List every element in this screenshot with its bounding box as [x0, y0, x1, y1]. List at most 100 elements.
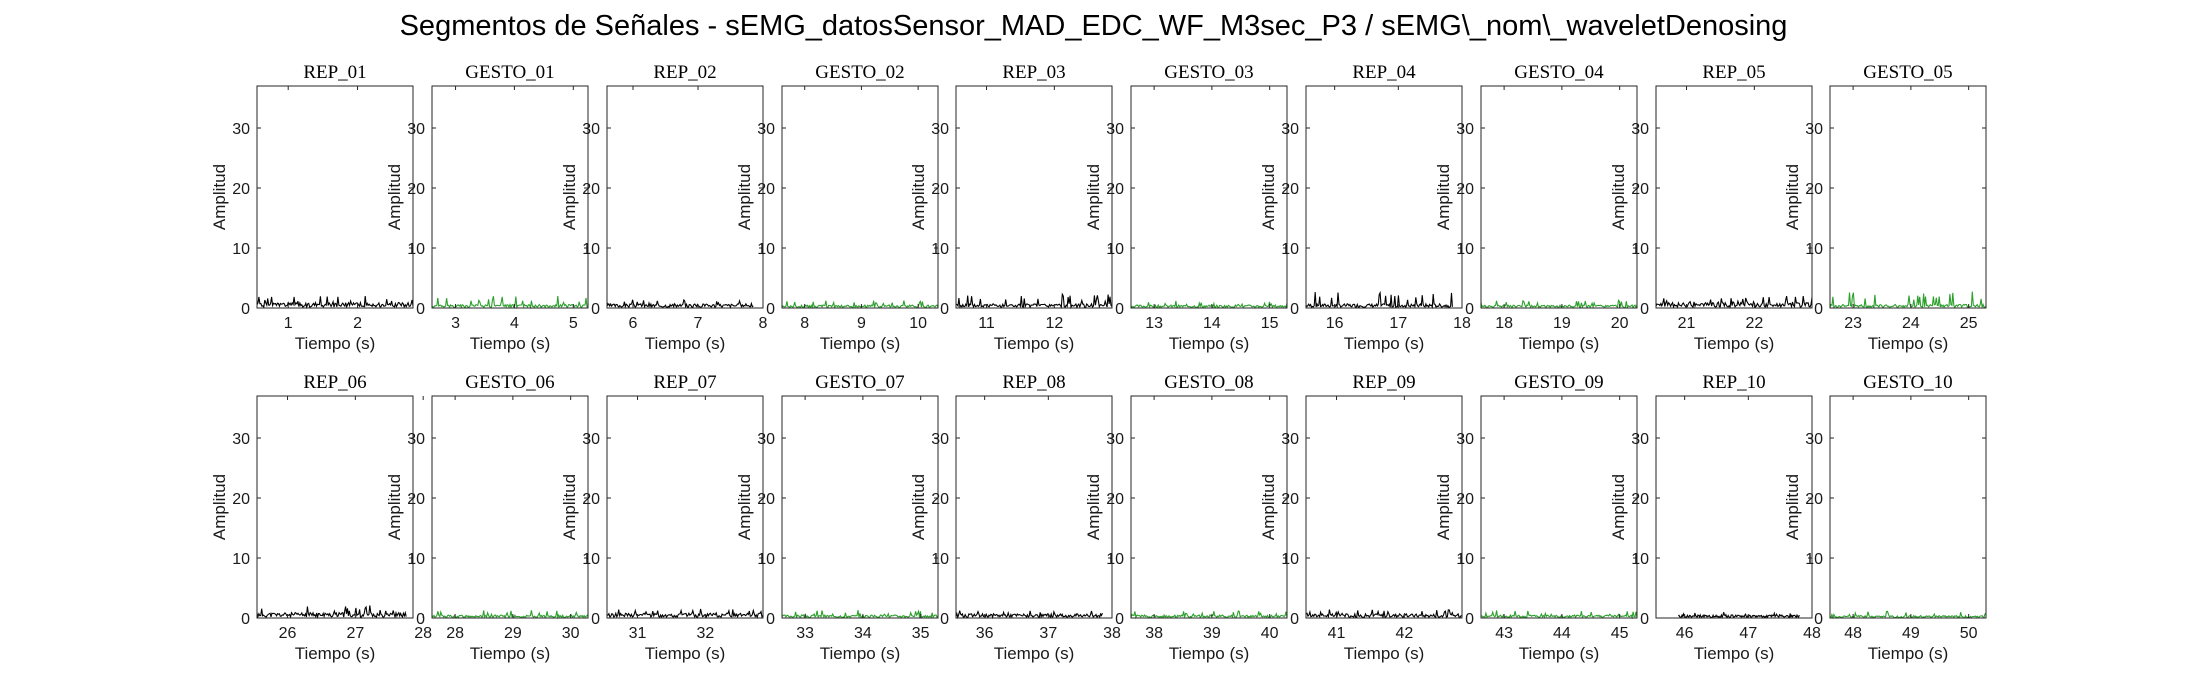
x-axis-label: Tiempo (s) [645, 644, 726, 663]
y-tick-label: 30 [582, 431, 600, 448]
y-tick-label: 0 [1640, 301, 1649, 318]
y-tick-label: 10 [232, 551, 250, 568]
x-tick-label: 39 [1203, 625, 1221, 642]
y-tick-label: 10 [582, 241, 600, 258]
x-axis-label: Tiempo (s) [1868, 644, 1949, 663]
y-tick-label: 30 [1456, 431, 1474, 448]
y-tick-label: 20 [757, 181, 775, 198]
y-axis-label: Amplitud [1609, 164, 1628, 230]
signal-trace [1130, 610, 1288, 620]
y-tick-label: 0 [1814, 301, 1823, 318]
y-tick-label: 30 [931, 121, 949, 138]
subplot-title: GESTO_06 [465, 372, 554, 393]
x-axis-label: Tiempo (s) [820, 334, 901, 353]
y-tick-label: 30 [757, 121, 775, 138]
subplot-gesto-05: 0 10 20 30 23 24 25 GESTO_05 Tiempo (s) Amplitud [1783, 62, 1987, 353]
y-axis-label: Amplitud [1783, 164, 1802, 230]
x-tick-label: 43 [1495, 625, 1513, 642]
x-tick-label: 23 [1844, 315, 1862, 332]
x-tick-label: 47 [1739, 625, 1757, 642]
axes-box [1829, 85, 1987, 309]
subplot-rep-04: 0 10 20 30 16 17 18 REP_04 Tiempo (s) Amplitud [1259, 62, 1471, 353]
subplot-title: REP_09 [1352, 372, 1415, 393]
subplot-rep-07: 0 10 20 30 31 32 REP_07 Tiempo (s) Amplitud [560, 372, 764, 663]
x-axis-label: Tiempo (s) [1344, 334, 1425, 353]
y-tick-label: 30 [1281, 431, 1299, 448]
y-tick-label: 10 [1805, 551, 1823, 568]
y-tick-label: 10 [757, 241, 775, 258]
y-tick-label: 0 [416, 611, 425, 628]
subplot-title: GESTO_02 [815, 62, 904, 83]
y-tick-label: 30 [1631, 121, 1649, 138]
subplot-title: GESTO_08 [1164, 372, 1253, 393]
y-tick-label: 30 [232, 431, 250, 448]
x-tick-label: 48 [1803, 625, 1821, 642]
y-tick-label: 30 [1805, 431, 1823, 448]
x-tick-label: 38 [1103, 625, 1121, 642]
x-tick-label: 1 [284, 315, 293, 332]
subplot-rep-03: 0 10 20 30 11 12 REP_03 Tiempo (s) Amplitud [909, 62, 1113, 353]
y-tick-label: 10 [1631, 241, 1649, 258]
x-tick-label: 15 [1261, 315, 1279, 332]
x-tick-label: 24 [1902, 315, 1920, 332]
y-tick-label: 20 [582, 181, 600, 198]
x-axis-label: Tiempo (s) [820, 644, 901, 663]
y-axis-label: Amplitud [1259, 474, 1278, 540]
x-tick-label: 25 [1960, 315, 1978, 332]
y-tick-label: 30 [1805, 121, 1823, 138]
y-axis-label: Amplitud [1609, 474, 1628, 540]
y-axis-label: Amplitud [210, 164, 229, 230]
signal-trace [1655, 295, 1813, 309]
x-tick-label: 17 [1389, 315, 1407, 332]
axes-box [256, 85, 414, 309]
x-tick-label: 26 [279, 625, 297, 642]
signal-trace [256, 605, 407, 620]
x-tick-label: 2 [353, 315, 362, 332]
y-tick-label: 10 [407, 241, 425, 258]
x-tick-label: 31 [629, 625, 647, 642]
subplot-gesto-07: 0 10 20 30 33 34 35 GESTO_07 Tiempo (s) Amplitud [735, 372, 939, 663]
x-tick-label: 35 [912, 625, 930, 642]
x-tick-label: 29 [504, 625, 522, 642]
x-axis-label: Tiempo (s) [1519, 644, 1600, 663]
subplot-title: REP_06 [303, 372, 366, 393]
y-tick-label: 0 [766, 611, 775, 628]
x-tick-label: 8 [800, 315, 809, 332]
y-tick-label: 0 [1115, 611, 1124, 628]
y-tick-label: 0 [1814, 611, 1823, 628]
y-tick-label: 20 [1631, 181, 1649, 198]
x-tick-label: 28 [446, 625, 464, 642]
x-axis-label: Tiempo (s) [994, 644, 1075, 663]
y-tick-label: 20 [582, 491, 600, 508]
x-tick-label: 49 [1902, 625, 1920, 642]
y-tick-label: 30 [757, 431, 775, 448]
x-axis-label: Tiempo (s) [1694, 334, 1775, 353]
y-axis-label: Amplitud [735, 164, 754, 230]
subplot-rep-02: 0 10 20 30 6 7 8 REP_02 Tiempo (s) Amplitud [560, 62, 768, 353]
y-tick-label: 10 [1281, 551, 1299, 568]
subplot-rep-09: 0 10 20 30 41 42 REP_09 Tiempo (s) Amplitud [1259, 372, 1463, 663]
y-tick-label: 10 [1281, 241, 1299, 258]
y-tick-label: 30 [1631, 431, 1649, 448]
y-tick-label: 20 [232, 181, 250, 198]
axes-box [1480, 85, 1638, 309]
x-tick-label: 44 [1553, 625, 1571, 642]
signal-trace [1130, 300, 1288, 309]
signal-trace [431, 295, 589, 310]
subplot-rep-10: 0 10 20 30 46 47 48 REP_10 Tiempo (s) Amplitud [1609, 372, 1821, 663]
x-axis-label: Tiempo (s) [994, 334, 1075, 353]
y-tick-label: 10 [407, 551, 425, 568]
x-tick-label: 22 [1745, 315, 1763, 332]
subplot-rep-08: 0 10 20 30 36 37 38 REP_08 Tiempo (s) Amplitud [909, 372, 1121, 663]
x-tick-label: 41 [1328, 625, 1346, 642]
subplot-gesto-08: 0 10 20 30 38 39 40 GESTO_08 Tiempo (s) Amplitud [1084, 372, 1288, 663]
y-tick-label: 0 [416, 301, 425, 318]
y-tick-label: 0 [1115, 301, 1124, 318]
y-tick-label: 0 [241, 301, 250, 318]
x-tick-label: 32 [696, 625, 714, 642]
y-tick-label: 20 [1805, 491, 1823, 508]
y-tick-label: 30 [582, 121, 600, 138]
y-tick-label: 20 [1281, 181, 1299, 198]
axes-box [256, 395, 414, 619]
x-tick-label: 20 [1611, 315, 1629, 332]
